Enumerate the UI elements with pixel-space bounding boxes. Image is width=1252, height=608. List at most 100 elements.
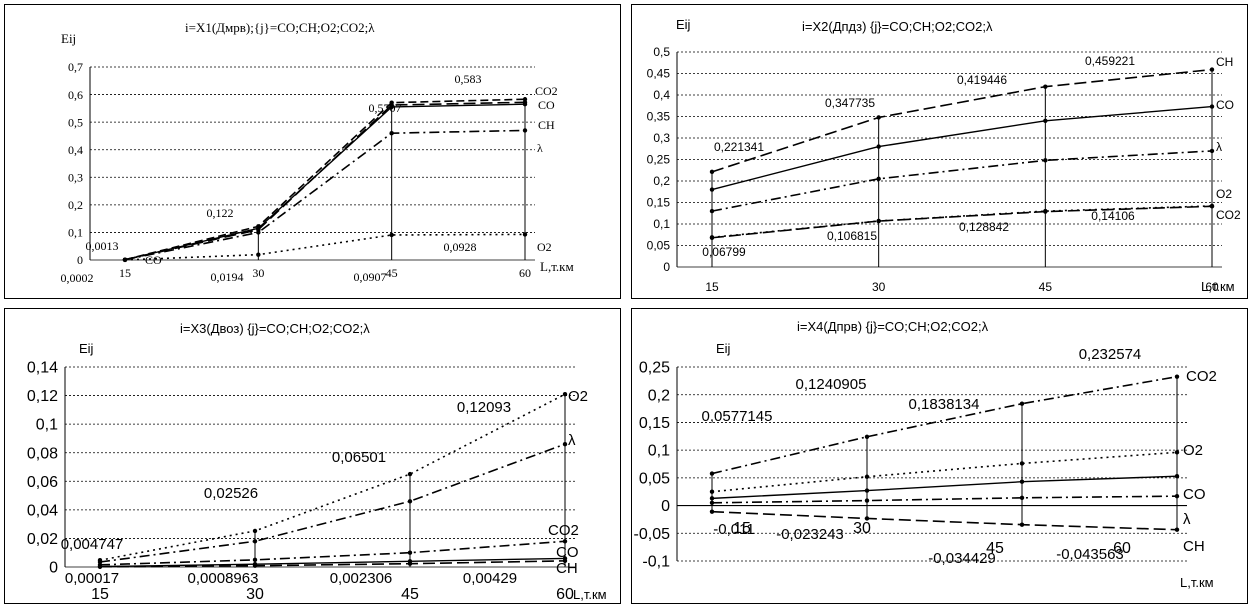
data-point (864, 498, 870, 503)
series-line-1 (711, 105, 1213, 191)
y-tick-label: 0,2 (653, 174, 670, 188)
data-point (522, 232, 528, 237)
data-point (252, 539, 258, 544)
series-inline-label: CO2 (548, 522, 579, 539)
data-point (1174, 450, 1180, 455)
chart-panel-x4: -0,1 -0,05 0 0,05 0,1 0,15 0,2 0,25 i=X4(Дпрв) {… (631, 308, 1248, 604)
data-point (256, 252, 261, 257)
y-axis-label: Eij (676, 17, 691, 32)
data-label: 0,5707 (369, 101, 402, 115)
y-axis-label: Eij (61, 31, 76, 46)
data-point (522, 128, 528, 133)
data-point (1174, 473, 1180, 479)
chart-panel-x2: 0 0,05 0,1 0,15 0,2 0,25 0,3 0,35 0,4 0,45 0,5 i=X2… (631, 4, 1248, 299)
data-label: 0,0002 (61, 271, 94, 285)
data-label: 0,0008963 (188, 570, 259, 587)
series-line-0 (711, 375, 1178, 475)
data-point (122, 257, 128, 263)
y-tick-label: 0,25 (647, 153, 671, 167)
y-tick-label: 0 (49, 560, 58, 577)
series-line-4 (124, 233, 526, 261)
chart-x3-svg: 0 0,02 0,04 0,06 0,08 0,1 0,12 0,14 i=X3(Двоз) {… (27, 321, 607, 603)
y-tick-label: 0,1 (648, 443, 670, 460)
y-tick-label: 0,5 (68, 115, 83, 129)
series-inline-label: CO2 (535, 84, 558, 98)
chart-panel-x1: 0 0,1 0,2 0,3 0,4 0,5 0,6 0,7 i=X1(Дмрв);{j}=CO;… (4, 4, 621, 299)
y-tick-label: 0,2 (648, 387, 670, 404)
data-point (1209, 104, 1215, 109)
data-label: 0,122 (207, 206, 234, 220)
y-tick-label: 0 (77, 253, 83, 267)
y-tick-label: -0,1 (642, 554, 670, 571)
chart-x1-svg: 0 0,1 0,2 0,3 0,4 0,5 0,6 0,7 i=X1(Дмрв);{j}=CO;… (61, 20, 574, 285)
y-tick-label: 0,7 (68, 60, 83, 74)
series-inline-label: λ (568, 432, 576, 449)
data-point (562, 441, 568, 447)
chart-x4-svg: -0,1 -0,05 0 0,05 0,1 0,15 0,2 0,25 i=X4(Дпрв) {… (634, 319, 1217, 590)
data-point (709, 169, 715, 175)
data-label: 0,232574 (1079, 346, 1142, 363)
chart-title: i=X4(Дпрв) {j}=CO;CH;O2;CO2;λ (797, 319, 989, 334)
data-point (864, 474, 870, 479)
series-line-2 (711, 475, 1178, 500)
x-tick-label: 60 (1205, 280, 1219, 294)
series-inline-label: O2 (1216, 187, 1232, 201)
x-tick-label: 15 (91, 586, 109, 603)
data-point (1043, 118, 1048, 124)
x-tick-label: 30 (872, 280, 886, 294)
data-point (256, 230, 261, 235)
x-tick-label: 30 (853, 520, 871, 537)
data-label: 0,00017 (65, 570, 119, 587)
data-label: 0,0194 (211, 270, 244, 284)
y-tick-label: 0,1 (36, 417, 58, 434)
series-line-1 (124, 103, 526, 261)
y-tick-label: 0,08 (27, 445, 58, 462)
series-line-2 (711, 150, 1213, 212)
x-tick-label: 45 (1039, 280, 1053, 294)
data-point (1019, 522, 1025, 527)
chart-title: i=X3(Двоз) {j}=CO;CH;O2;CO2;λ (180, 321, 370, 336)
data-point (252, 557, 258, 563)
y-tick-label: 0,25 (639, 360, 670, 377)
series-inline-label: CO (538, 98, 555, 112)
series-inline-label: CH (538, 118, 555, 132)
x-tick-label: 60 (519, 266, 531, 280)
data-label: 0,347735 (825, 96, 875, 110)
series-inline-label: λ (1183, 511, 1191, 528)
data-point (864, 488, 870, 493)
data-label: 0,02526 (204, 485, 258, 502)
data-point (709, 489, 715, 494)
series-inline-label: CO2 (1186, 368, 1217, 385)
chart-x2-svg: 0 0,05 0,1 0,15 0,2 0,25 0,3 0,35 0,4 0,45 0,5 i=X2… (647, 17, 1241, 294)
x-tick-label: 60 (1113, 540, 1131, 557)
data-label: 0,419446 (957, 73, 1007, 87)
series-line-4 (711, 205, 1213, 239)
y-tick-label: 0,35 (647, 110, 671, 124)
x-tick-label: 30 (246, 586, 264, 603)
data-point (562, 539, 568, 544)
data-point (522, 97, 528, 102)
series-line-0 (99, 393, 566, 562)
data-point (562, 558, 568, 564)
series-inline-label: CO2 (1216, 208, 1241, 222)
data-point (876, 144, 881, 149)
data-point (709, 500, 715, 505)
y-tick-label: 0,3 (68, 170, 83, 184)
data-point (1174, 493, 1180, 499)
series-line-2 (99, 540, 566, 566)
x-tick-label: 45 (986, 540, 1004, 557)
data-point (1019, 479, 1025, 484)
y-tick-label: 0,2 (68, 198, 83, 212)
data-point (709, 509, 715, 514)
data-point (1209, 67, 1215, 72)
data-label: -0,034429 (928, 550, 996, 567)
data-point (252, 563, 258, 568)
data-point (252, 528, 258, 534)
y-tick-label: 0,3 (653, 131, 670, 145)
data-point (389, 102, 394, 108)
x-tick-label: 60 (556, 586, 574, 603)
data-point (1209, 148, 1215, 154)
data-label: 0,06501 (332, 449, 386, 466)
data-label: 0,002306 (330, 570, 393, 587)
data-point (876, 218, 881, 224)
